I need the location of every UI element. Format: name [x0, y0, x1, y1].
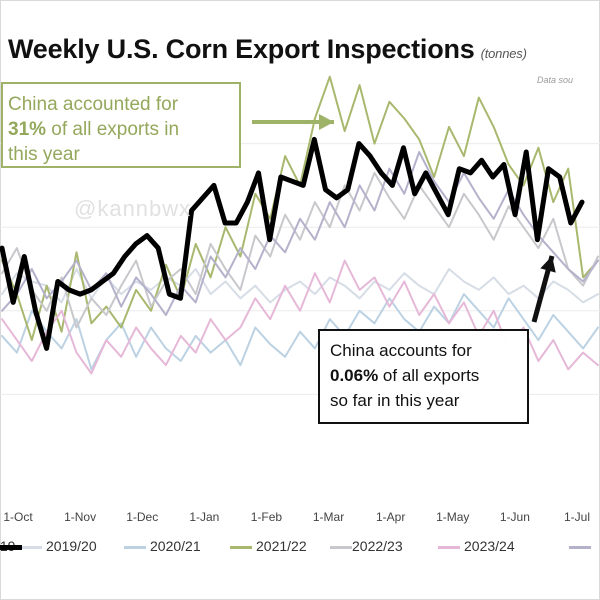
x-tick-label: 1-Oct [3, 510, 33, 524]
series-line-2023-24 [1, 151, 599, 316]
annotation-box-2020-21: China accounted for 31% of all exports i… [1, 82, 241, 168]
legend-label: 2021/22 [256, 538, 307, 554]
series-line-2021-22 [1, 171, 599, 329]
legend-label: 2019/20 [46, 538, 97, 554]
legend-swatch [569, 546, 591, 549]
x-tick-label: 1-Jun [500, 510, 530, 524]
legend-swatch [124, 546, 146, 549]
annotation-text: of all exports in [46, 119, 180, 140]
legend-label: 2022/23 [352, 538, 403, 554]
annotation-arrow-black-head [540, 256, 556, 273]
legend-swatch [0, 545, 22, 550]
series-line-2022-23 [1, 259, 599, 375]
legend-swatch [438, 546, 460, 549]
x-tick-label: 1-Apr [376, 510, 405, 524]
annotation-percentage: 31% [8, 119, 47, 140]
x-tick-label: 1-May [436, 510, 469, 524]
annotation-text: this year [8, 144, 80, 165]
watermark: @kannbwx [74, 196, 192, 221]
series-line-current [0, 136, 585, 351]
legend-label: 2020/21 [150, 538, 201, 554]
x-tick-label: 1-Jul [564, 510, 590, 524]
unit-label: (tonnes) [480, 46, 527, 61]
x-tick-label: 1-Nov [64, 510, 96, 524]
annotation-text: China accounted for [8, 94, 179, 115]
chart-title: Weekly U.S. Corn Export Inspections (tonn… [8, 34, 527, 64]
x-tick-label: 1-Mar [313, 510, 344, 524]
legend-swatch [20, 546, 42, 549]
annotation-box-2023-24: China accounts for 0.06% of all exports … [318, 329, 529, 424]
legend-swatch [230, 546, 252, 549]
x-tick-label: 1-Dec [126, 510, 158, 524]
annotation-text: so far in this year [330, 391, 460, 410]
annotation-text: China accounts for [330, 341, 472, 360]
legend-label: 2023/24 [464, 538, 515, 554]
annotation-text: of all exports [378, 366, 480, 385]
source-note: Data sou [537, 75, 574, 85]
legend-swatch [330, 546, 352, 549]
x-tick-label: 1-Jan [189, 510, 219, 524]
annotation-arrow-green-head [319, 114, 334, 130]
x-tick-label: 1-Feb [251, 510, 283, 524]
annotation-percentage: 0.06% [330, 366, 379, 385]
